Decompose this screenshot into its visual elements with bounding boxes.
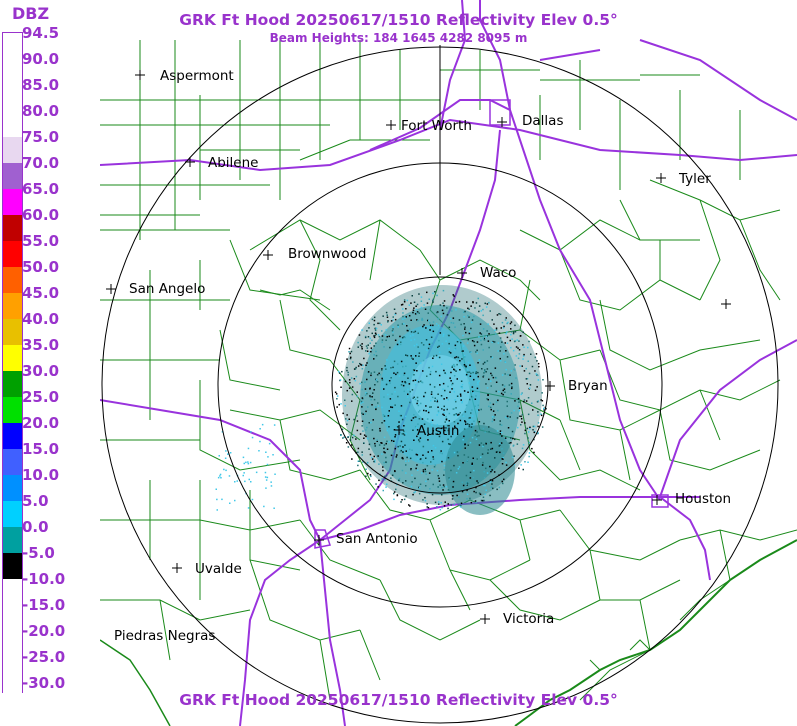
legend-swatch	[3, 683, 22, 709]
legend-unit: DBZ	[12, 4, 50, 23]
legend-swatch	[3, 111, 22, 137]
legend-tick-label: -25.0	[22, 648, 66, 666]
legend-tick-label: 25.0	[22, 388, 60, 406]
legend-swatch	[3, 501, 22, 527]
city-label: Uvalde	[195, 561, 242, 577]
city-markers	[106, 70, 731, 624]
city-label: San Angelo	[129, 281, 206, 297]
legend-swatch	[3, 33, 22, 59]
city-label: Piedras Negras	[114, 628, 216, 644]
city-marker	[545, 381, 555, 391]
legend-swatch	[3, 345, 22, 371]
city-marker	[457, 268, 467, 278]
legend-tick-label: 45.0	[22, 284, 60, 302]
legend-swatch	[3, 215, 22, 241]
city-marker	[497, 117, 507, 127]
city-label: Fort Worth	[401, 118, 472, 134]
legend-swatch	[3, 527, 22, 553]
legend-swatch	[3, 605, 22, 631]
map-title-bottom: GRK Ft Hood 20250617/1510 Reflectivity E…	[179, 691, 618, 709]
legend-tick-label: -5.0	[22, 544, 55, 562]
legend-tick-label: -10.0	[22, 570, 66, 588]
legend-tick-label: 94.5	[22, 24, 60, 42]
city-marker	[656, 173, 666, 183]
city-marker	[185, 157, 195, 167]
legend-tick-label: 75.0	[22, 128, 60, 146]
beam-heights: Beam Heights: 184 1645 4282 8095 m	[269, 31, 528, 45]
city-label: Dallas	[522, 113, 564, 129]
color-legend: DBZ 94.5 90.0 85.0 80.0 75.0 70.0 65.0 60.0 55.0…	[0, 0, 100, 726]
legend-tick-label: 35.0	[22, 336, 60, 354]
legend-swatch	[3, 553, 22, 579]
echo-speckle	[215, 289, 547, 511]
city-label: Tyler	[679, 171, 711, 187]
legend-tick-label: 85.0	[22, 76, 60, 94]
map-title: GRK Ft Hood 20250617/1510 Reflectivity E…	[179, 11, 618, 29]
city-marker	[135, 70, 145, 80]
legend-tick-label: 30.0	[22, 362, 60, 380]
legend-tick-label: 80.0	[22, 102, 60, 120]
city-label: Abilene	[208, 155, 259, 171]
city-marker	[314, 535, 324, 545]
legend-swatch	[3, 189, 22, 215]
city-marker	[480, 614, 490, 624]
legend-tick-label: 65.0	[22, 180, 60, 198]
legend-swatch	[3, 293, 22, 319]
legend-tick-label: 20.0	[22, 414, 60, 432]
city-label: Bryan	[568, 378, 608, 394]
city-label: Victoria	[503, 611, 555, 627]
city-marker	[721, 299, 731, 309]
legend-swatch	[3, 449, 22, 475]
legend-tick-label: 5.0	[22, 492, 49, 510]
radar-map	[100, 0, 797, 726]
city-marker	[394, 425, 404, 435]
legend-tick-label: 15.0	[22, 440, 60, 458]
legend-tick-label: 90.0	[22, 50, 60, 68]
legend-swatch	[3, 241, 22, 267]
legend-swatch	[3, 475, 22, 501]
city-label: Brownwood	[288, 246, 367, 262]
legend-tick-label: 70.0	[22, 154, 60, 172]
city-label: Houston	[675, 491, 732, 507]
city-marker	[172, 563, 182, 573]
city-label: Waco	[480, 265, 517, 281]
legend-swatch	[3, 631, 22, 657]
legend-tick-label: 40.0	[22, 310, 60, 328]
legend-swatch	[3, 137, 22, 163]
legend-swatch	[3, 371, 22, 397]
legend-tick-label: -20.0	[22, 622, 66, 640]
city-label: Aspermont	[160, 68, 234, 84]
legend-swatch	[3, 267, 22, 293]
legend-tick-label: 50.0	[22, 258, 60, 276]
legend-tick-label: -15.0	[22, 596, 66, 614]
reflectivity-echoes	[215, 285, 547, 515]
city-marker	[652, 495, 662, 505]
legend-swatch	[3, 319, 22, 345]
legend-swatch	[3, 423, 22, 449]
city-marker	[106, 284, 116, 294]
city-marker	[263, 250, 273, 260]
legend-swatch	[3, 59, 22, 85]
legend-tick-label: 0.0	[22, 518, 49, 536]
legend-tick-label: 55.0	[22, 232, 60, 250]
legend-tick-label: 60.0	[22, 206, 60, 224]
legend-tick-label: 10.0	[22, 466, 60, 484]
legend-swatch	[3, 397, 22, 423]
legend-swatch	[3, 85, 22, 111]
legend-tick-label: -30.0	[22, 674, 66, 692]
legend-colorbar	[2, 32, 23, 709]
city-marker	[386, 120, 396, 130]
legend-swatch	[3, 163, 22, 189]
legend-swatch	[3, 657, 22, 683]
city-label: San Antonio	[336, 531, 418, 547]
city-label: Austin	[417, 423, 460, 439]
range-rings	[101, 45, 779, 724]
county-boundaries	[100, 40, 797, 726]
legend-swatch	[3, 579, 22, 605]
